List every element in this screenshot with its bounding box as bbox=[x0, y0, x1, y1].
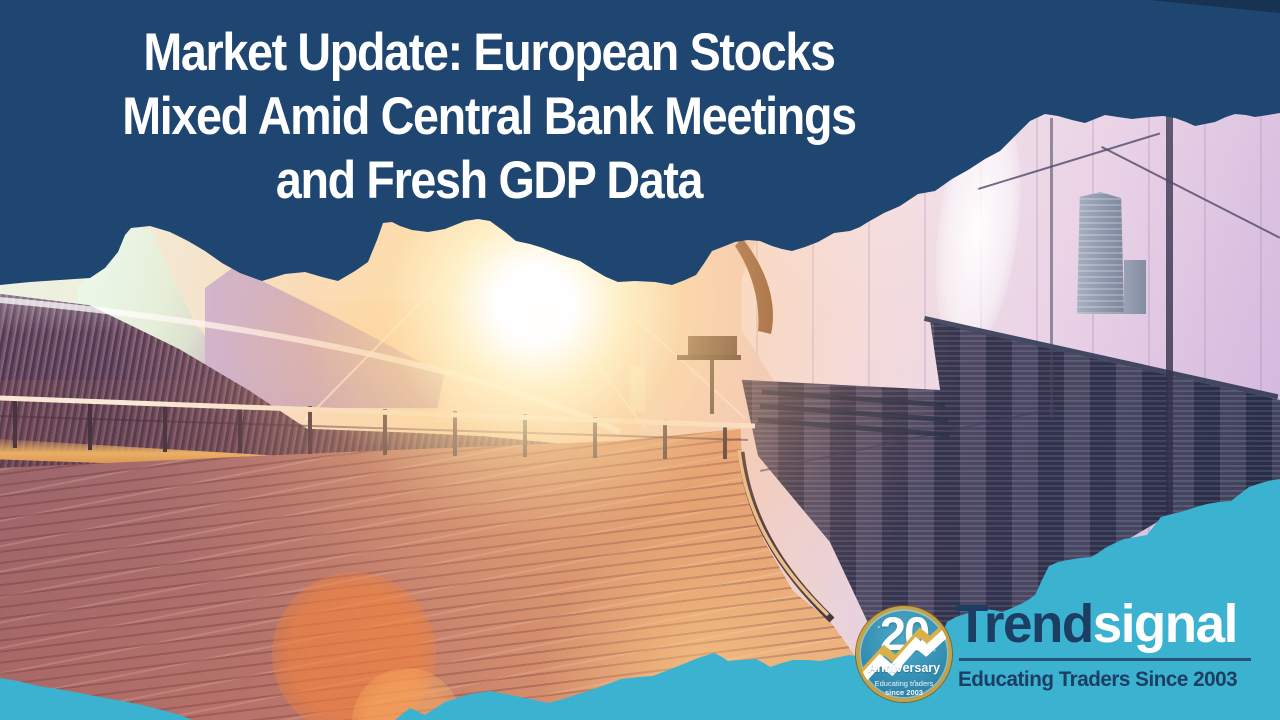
headline: Market Update: European Stocks Mixed Ami… bbox=[59, 21, 920, 213]
anniversary-badge: 20 Anniversary Educating traders since 2… bbox=[856, 606, 952, 702]
brand-divider-line bbox=[959, 658, 1251, 661]
torn-footer-left-piece bbox=[0, 678, 192, 720]
headline-line-1: Market Update: European Stocks bbox=[143, 23, 836, 82]
brand-name-primary: Trend bbox=[956, 594, 1094, 654]
headline-line-3: and Fresh GDP Data bbox=[275, 151, 704, 210]
headline-line-2: Mixed Amid Central Bank Meetings bbox=[122, 87, 857, 146]
brand-name-secondary: signal bbox=[1092, 594, 1239, 654]
brand-tagline: Educating Traders Since 2003 bbox=[958, 667, 1238, 691]
badge-subtext-line1: Educating traders bbox=[874, 679, 934, 688]
badge-subtext-line2: since 2003 bbox=[885, 688, 923, 697]
badge-label: Anniversary bbox=[867, 661, 941, 675]
torn-header-path bbox=[0, 0, 1280, 285]
torn-header-corner-fold bbox=[1150, 0, 1280, 13]
trend-zigzag-icon bbox=[859, 618, 949, 687]
brand-wordmark: Trendsignal bbox=[956, 597, 1250, 651]
